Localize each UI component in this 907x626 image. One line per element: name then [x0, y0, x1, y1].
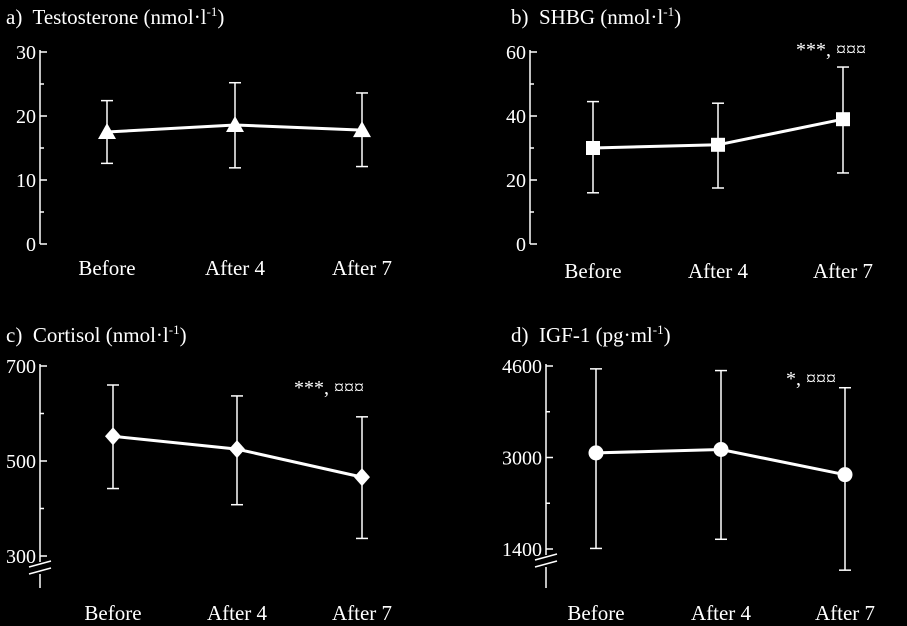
data-point-square [836, 112, 850, 127]
panel-label: a) [6, 5, 22, 29]
data-point-triangle [353, 121, 371, 138]
x-tick-label: After 4 [688, 259, 749, 283]
y-tick-label: 4600 [502, 356, 542, 378]
panel-label: d) [511, 323, 529, 347]
title-gap [22, 323, 33, 347]
y-tick-label: 0 [516, 234, 526, 256]
y-tick-label: 700 [6, 356, 36, 378]
data-point-circle [713, 441, 729, 457]
x-tick-label: Before [567, 601, 624, 625]
x-tick-label: After 7 [332, 256, 392, 280]
x-tick-label: Before [564, 259, 621, 283]
data-point-circle [588, 445, 604, 461]
axis-break-mark [534, 553, 558, 561]
y-tick-label: 0 [26, 234, 36, 256]
chart-panel-b: b) SHBG (nmol·l-1) 0 20 40 60 Before After 4 Af… [506, 4, 873, 283]
x-tick-label: After 4 [205, 256, 266, 280]
y-tick-label: 10 [16, 170, 36, 192]
data-point-diamond [229, 440, 245, 459]
y-tick-label: 60 [506, 42, 526, 64]
data-point-triangle [98, 123, 116, 139]
axis-break-mark [28, 567, 52, 575]
y-tick-label: 1400 [502, 539, 542, 561]
title-gap [529, 323, 540, 347]
chart-panel-c: c) Cortisol (nmol·l-1) 300 500 700 Before Aft… [6, 322, 392, 625]
title-text: Testosterone (nmol·l [32, 5, 206, 29]
title-close: ) [674, 5, 681, 29]
data-point-square [586, 141, 600, 155]
data-point-circle [837, 467, 853, 483]
panel-title: b) SHBG (nmol·l-1) [511, 4, 681, 29]
title-text: Cortisol (nmol·l [33, 323, 169, 347]
y-tick-label: 20 [16, 106, 36, 128]
y-tick-label: 500 [6, 451, 36, 473]
x-tick-label: After 7 [332, 601, 392, 625]
title-gap [22, 5, 32, 29]
title-close: ) [180, 323, 187, 347]
panel-title: c) Cortisol (nmol·l-1) [6, 322, 187, 347]
chart-panel-d: d) IGF-1 (pg·ml-1) 1400 3000 4600 Before Afte… [502, 322, 875, 625]
data-point-diamond [354, 468, 370, 487]
title-superscript: -1 [207, 4, 218, 19]
title-superscript: -1 [653, 322, 664, 337]
x-tick-label: Before [78, 256, 135, 280]
data-point-triangle [226, 115, 244, 132]
y-tick-label: 30 [16, 42, 36, 64]
data-point-diamond [105, 427, 121, 446]
y-tick-label: 20 [506, 170, 526, 192]
panel-label: b) [511, 5, 529, 29]
significance-annotation: ***, ¤¤¤ [294, 377, 364, 399]
title-gap [529, 5, 540, 29]
title-superscript: -1 [169, 322, 180, 337]
x-tick-label: After 7 [813, 259, 873, 283]
y-tick-label: 300 [6, 546, 36, 568]
panel-title: d) IGF-1 (pg·ml-1) [511, 322, 671, 347]
panel-label: c) [6, 323, 22, 347]
title-close: ) [217, 5, 224, 29]
significance-annotation: *, ¤¤¤ [786, 368, 836, 390]
title-superscript: -1 [663, 4, 674, 19]
y-tick-label: 3000 [502, 448, 542, 470]
x-tick-label: After 7 [815, 601, 875, 625]
x-tick-label: After 4 [691, 601, 752, 625]
panel-title: a) Testosterone (nmol·l-1) [6, 4, 224, 29]
y-tick-label: 40 [506, 106, 526, 128]
axis-break-mark [28, 560, 52, 568]
axis-break-mark [534, 560, 558, 568]
chart-panel-a: a) Testosterone (nmol·l-1) 0 10 20 30 Before A… [6, 4, 392, 280]
title-text: SHBG (nmol·l [539, 5, 663, 29]
data-point-square [711, 137, 725, 152]
title-close: ) [664, 323, 671, 347]
significance-annotation: ***, ¤¤¤ [796, 39, 866, 61]
x-tick-label: After 4 [207, 601, 268, 625]
title-text: IGF-1 (pg·ml [539, 323, 653, 347]
x-tick-label: Before [84, 601, 141, 625]
